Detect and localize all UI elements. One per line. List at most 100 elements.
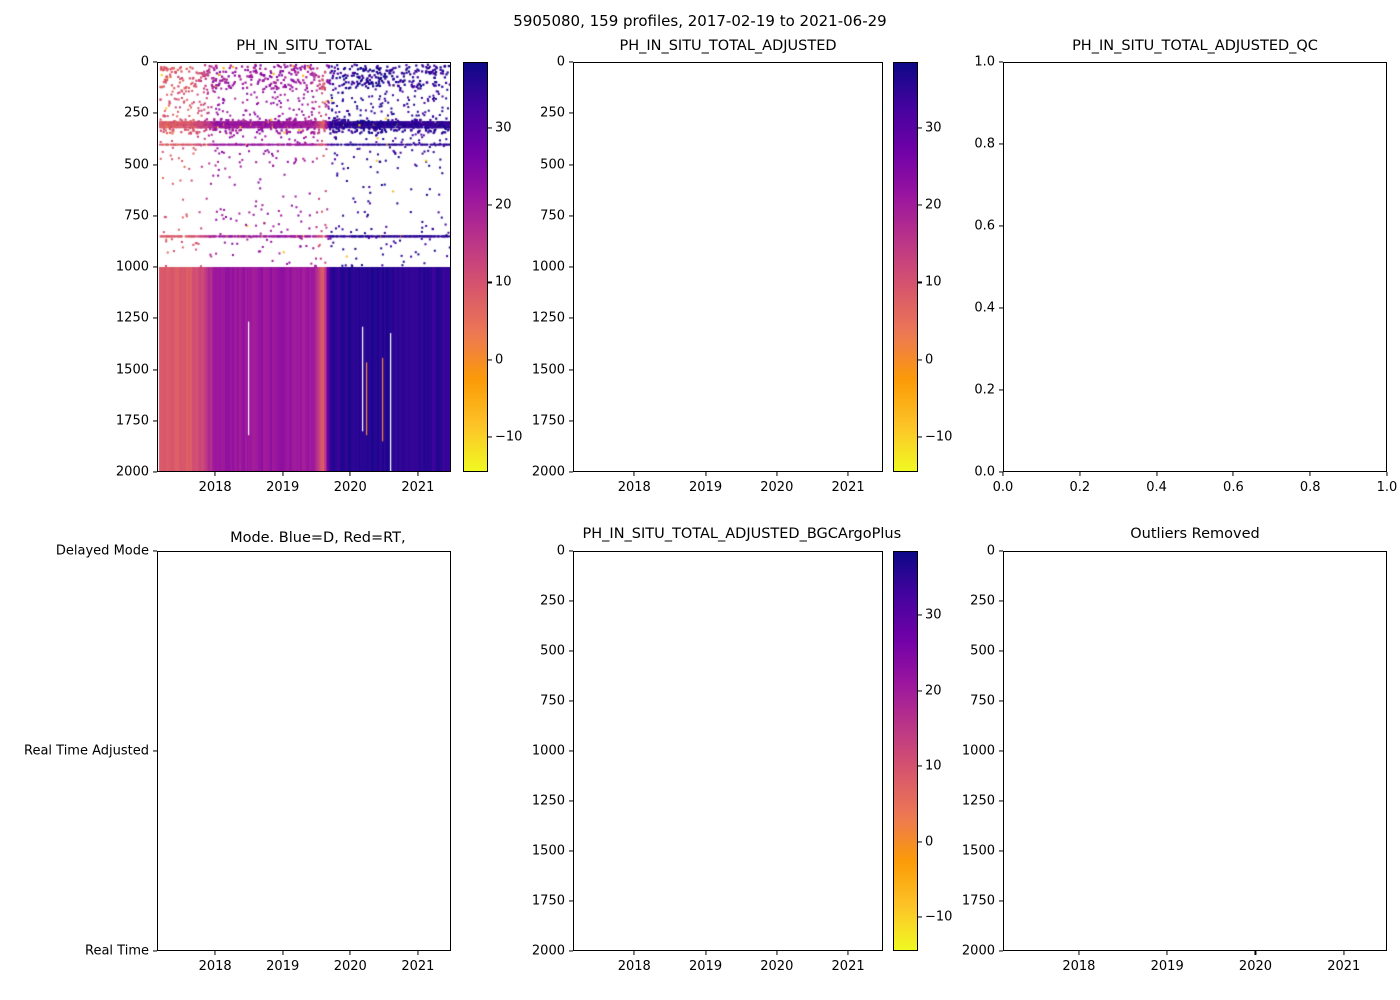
axes-outliers-removed[interactable]	[1003, 551, 1387, 951]
y-tick-label: 1500	[961, 843, 995, 859]
axes-ph-in-situ-total[interactable]	[157, 62, 451, 472]
y-tick-mark	[999, 750, 1003, 752]
colorbar-tick-mark	[488, 204, 492, 206]
y-tick-label: 1500	[115, 362, 149, 377]
y-tick-mark	[569, 650, 573, 652]
x-tick-label: 2018	[198, 480, 232, 495]
y-tick-mark	[569, 750, 573, 752]
colorbar-tick-label: 20	[495, 197, 512, 213]
x-tick-label: 0.4	[1146, 480, 1167, 495]
y-tick-label: Real Time Adjusted	[24, 743, 149, 759]
colorbar-tick-mark	[488, 436, 492, 438]
x-tick-mark	[705, 472, 707, 476]
x-tick-label: 2021	[1327, 959, 1361, 974]
y-tick-label: 0	[140, 54, 149, 70]
y-tick-mark	[569, 61, 573, 63]
y-tick-label: 250	[124, 105, 149, 121]
y-tick-mark	[569, 471, 573, 473]
x-tick-mark	[417, 951, 419, 955]
y-tick-label: 0.4	[974, 300, 995, 316]
x-tick-label: 2019	[1150, 959, 1184, 974]
axes-bgcargoplus[interactable]	[573, 551, 883, 951]
y-tick-mark	[999, 850, 1003, 852]
y-tick-mark	[569, 317, 573, 319]
y-tick-mark	[999, 143, 1003, 145]
y-tick-label: 0	[556, 54, 565, 70]
y-tick-label: 2000	[961, 943, 995, 959]
colorbar-ph-in-situ-total-adjusted	[893, 62, 918, 472]
y-tick-label: 500	[540, 157, 565, 172]
panel-title-ph-in-situ-total: PH_IN_SITU_TOTAL	[236, 38, 372, 54]
y-tick-mark	[153, 317, 157, 319]
y-tick-mark	[153, 471, 157, 473]
x-tick-mark	[1386, 472, 1388, 476]
y-tick-mark	[153, 950, 157, 952]
x-tick-label: 2020	[760, 959, 794, 974]
panel-title-ph-in-situ-total-adjusted: PH_IN_SITU_TOTAL_ADJUSTED	[619, 38, 837, 54]
x-tick-mark	[1166, 951, 1168, 955]
colorbar-tick-mark	[918, 614, 922, 616]
x-tick-label: 2019	[266, 480, 300, 495]
y-tick-mark	[153, 368, 157, 371]
y-tick-label: 1750	[531, 893, 565, 909]
y-tick-label: 0.6	[974, 218, 995, 234]
colorbar-tick-label: 0	[495, 352, 504, 368]
colorbar-ph-in-situ-total	[463, 62, 488, 472]
x-tick-mark	[349, 951, 351, 955]
axes-ph-in-situ-total-adjusted-qc[interactable]	[1003, 62, 1387, 472]
x-tick-label: 2021	[401, 959, 435, 974]
scatter-layer-ph-in-situ-total	[158, 63, 450, 471]
colorbar-tick-mark	[918, 281, 922, 284]
colorbar-tick-mark	[918, 359, 922, 361]
x-tick-mark	[847, 951, 849, 955]
y-tick-mark	[999, 471, 1003, 473]
colorbar-tick-mark	[488, 127, 492, 129]
axes-ph-in-situ-total-adjusted[interactable]	[573, 62, 883, 472]
colorbar-tick-mark	[918, 916, 922, 918]
axes-mode[interactable]	[157, 551, 451, 951]
y-tick-label: 2000	[115, 464, 149, 480]
y-tick-mark	[153, 112, 157, 114]
colorbar-tick-mark	[918, 690, 922, 692]
y-tick-mark	[569, 800, 573, 802]
y-tick-mark	[999, 61, 1003, 63]
colorbar-tick-label: 10	[495, 274, 512, 290]
y-tick-label: 1750	[115, 413, 149, 429]
y-tick-label: 250	[970, 593, 995, 609]
y-tick-mark	[153, 750, 157, 752]
y-tick-label: 750	[970, 693, 995, 709]
x-tick-mark	[1254, 951, 1257, 955]
y-tick-mark	[153, 420, 157, 422]
x-tick-mark	[417, 472, 419, 476]
x-tick-mark	[349, 472, 351, 476]
y-tick-label: 1000	[961, 743, 995, 759]
colorbar-tick-label: 30	[495, 120, 512, 136]
colorbar-tick-label: 20	[925, 197, 942, 213]
x-tick-mark	[633, 472, 635, 476]
x-tick-mark	[214, 472, 216, 476]
x-tick-mark	[705, 951, 707, 955]
colorbar-tick-mark	[918, 765, 922, 767]
y-tick-mark	[569, 266, 573, 268]
y-tick-mark	[999, 550, 1003, 552]
y-tick-mark	[153, 163, 157, 166]
y-tick-label: 1750	[531, 413, 565, 429]
y-tick-mark	[569, 600, 573, 602]
y-tick-label: 1500	[531, 843, 565, 859]
x-tick-mark	[1309, 472, 1311, 476]
y-tick-label: 1500	[531, 362, 565, 377]
x-tick-mark	[1002, 472, 1004, 476]
y-tick-mark	[569, 550, 573, 552]
x-tick-label: 2018	[617, 959, 651, 974]
panel-title-outliers-removed: Outliers Removed	[1130, 526, 1260, 542]
x-tick-label: 2018	[198, 959, 232, 974]
y-tick-mark	[999, 800, 1003, 802]
y-tick-label: 1000	[531, 743, 565, 759]
colorbar-tick-mark	[918, 204, 922, 206]
y-tick-label: 750	[124, 208, 149, 224]
y-tick-mark	[569, 850, 573, 852]
y-tick-label: 2000	[531, 464, 565, 480]
x-tick-mark	[1078, 951, 1080, 955]
x-tick-label: 0.6	[1223, 480, 1244, 495]
